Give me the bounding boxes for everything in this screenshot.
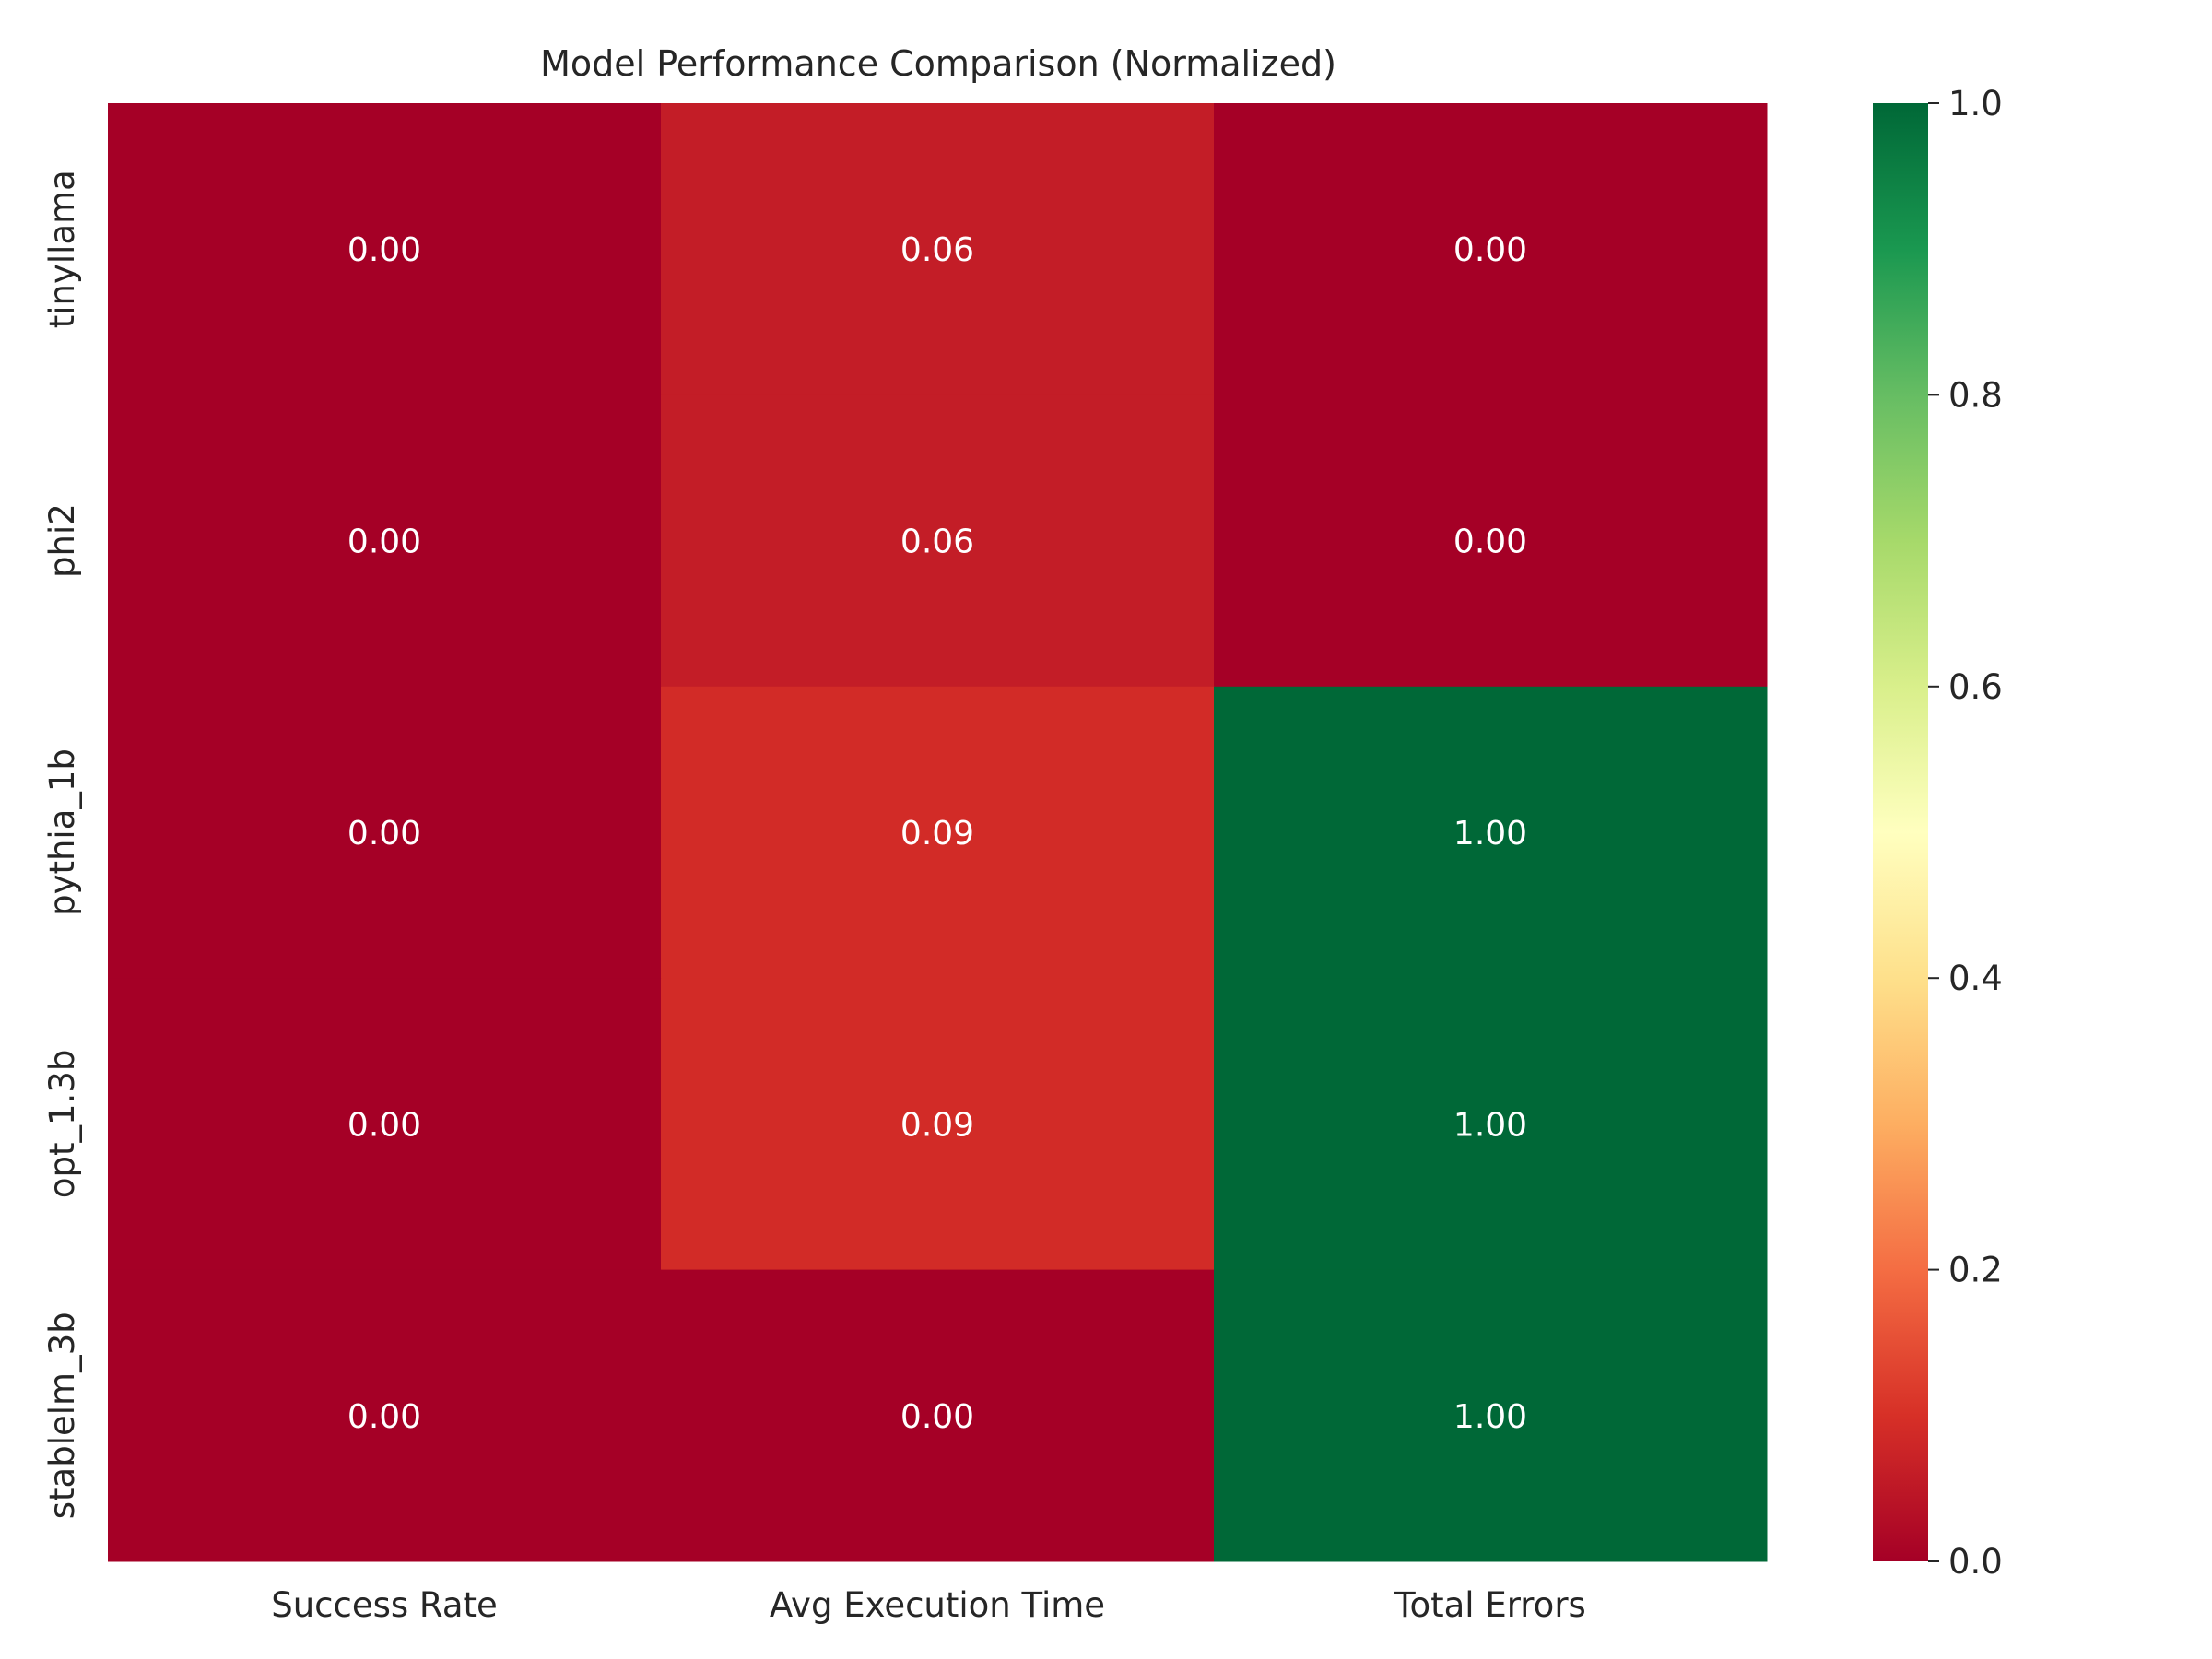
- heatmap-cell: [661, 978, 1215, 1271]
- colorbar-tick-label: 0.0: [1948, 1542, 2003, 1582]
- cell-value-label: 0.00: [347, 524, 421, 561]
- cell-value-label: 0.00: [347, 1106, 421, 1144]
- heatmap-cell: [661, 103, 1215, 395]
- cell-value-label: 0.09: [900, 815, 974, 853]
- colorbar-tick-label: 0.8: [1948, 375, 2003, 415]
- row-label: phi2: [42, 503, 82, 578]
- heatmap-cells: [108, 103, 1768, 1562]
- colorbar-ticks: 0.0 0.2 0.4 0.6 0.8 1.0: [1928, 84, 2003, 1582]
- cell-value-label: 1.00: [1453, 815, 1527, 853]
- heatmap-cell: [108, 978, 662, 1271]
- column-labels: Success Rate Avg Execution Time Total Erro…: [271, 1585, 1586, 1625]
- column-label: Total Errors: [1394, 1585, 1586, 1625]
- colorbar-tick-label: 1.0: [1948, 84, 2003, 124]
- row-label: opt_1.3b: [42, 1050, 82, 1198]
- heatmap-cell: [661, 686, 1215, 979]
- cell-value-label: 0.00: [347, 815, 421, 853]
- heatmap-cell: [661, 394, 1215, 688]
- cell-value-label: 0.00: [347, 1398, 421, 1436]
- row-label: stablelm_3b: [42, 1312, 82, 1519]
- colorbar: 0.0 0.2 0.4 0.6 0.8 1.0: [1873, 84, 2003, 1582]
- colorbar-tick-label: 0.4: [1948, 959, 2003, 998]
- colorbar-tick-label: 0.2: [1948, 1251, 2003, 1290]
- cell-value-label: 0.09: [900, 1106, 974, 1144]
- cell-annotations: 0.00 0.06 0.00 0.00 0.06 0.00 0.00 0.09 1.00 0.00…: [347, 231, 1527, 1436]
- heatmap-cell: [1214, 394, 1768, 688]
- row-labels: tinyllama phi2 pythia_1b opt_1.3b stablelm_3…: [42, 170, 82, 1519]
- cell-value-label: 1.00: [1453, 1106, 1527, 1144]
- colorbar-tick-label: 0.6: [1948, 667, 2003, 707]
- heatmap-cell: [1214, 978, 1768, 1271]
- heatmap-cell: [108, 394, 662, 688]
- cell-value-label: 0.00: [347, 231, 421, 269]
- column-label: Success Rate: [271, 1585, 498, 1625]
- cell-value-label: 0.00: [1453, 231, 1527, 269]
- row-label: pythia_1b: [42, 748, 82, 916]
- column-label: Avg Execution Time: [770, 1585, 1105, 1625]
- heatmap-cell: [1214, 103, 1768, 395]
- row-label: tinyllama: [42, 170, 82, 328]
- colorbar-gradient: [1873, 103, 1928, 1561]
- heatmap-cell: [108, 686, 662, 979]
- heatmap-cell: [108, 103, 662, 395]
- heatmap-cell: [108, 1269, 662, 1562]
- cell-value-label: 0.06: [900, 231, 974, 269]
- chart-title: Model Performance Comparison (Normalized…: [540, 43, 1336, 84]
- cell-value-label: 0.00: [1453, 524, 1527, 561]
- cell-value-label: 1.00: [1453, 1398, 1527, 1436]
- heatmap-cell: [1214, 686, 1768, 979]
- heatmap-cell: [661, 1269, 1215, 1562]
- heatmap-cell: [1214, 1269, 1768, 1562]
- cell-value-label: 0.06: [900, 524, 974, 561]
- cell-value-label: 0.00: [900, 1398, 974, 1436]
